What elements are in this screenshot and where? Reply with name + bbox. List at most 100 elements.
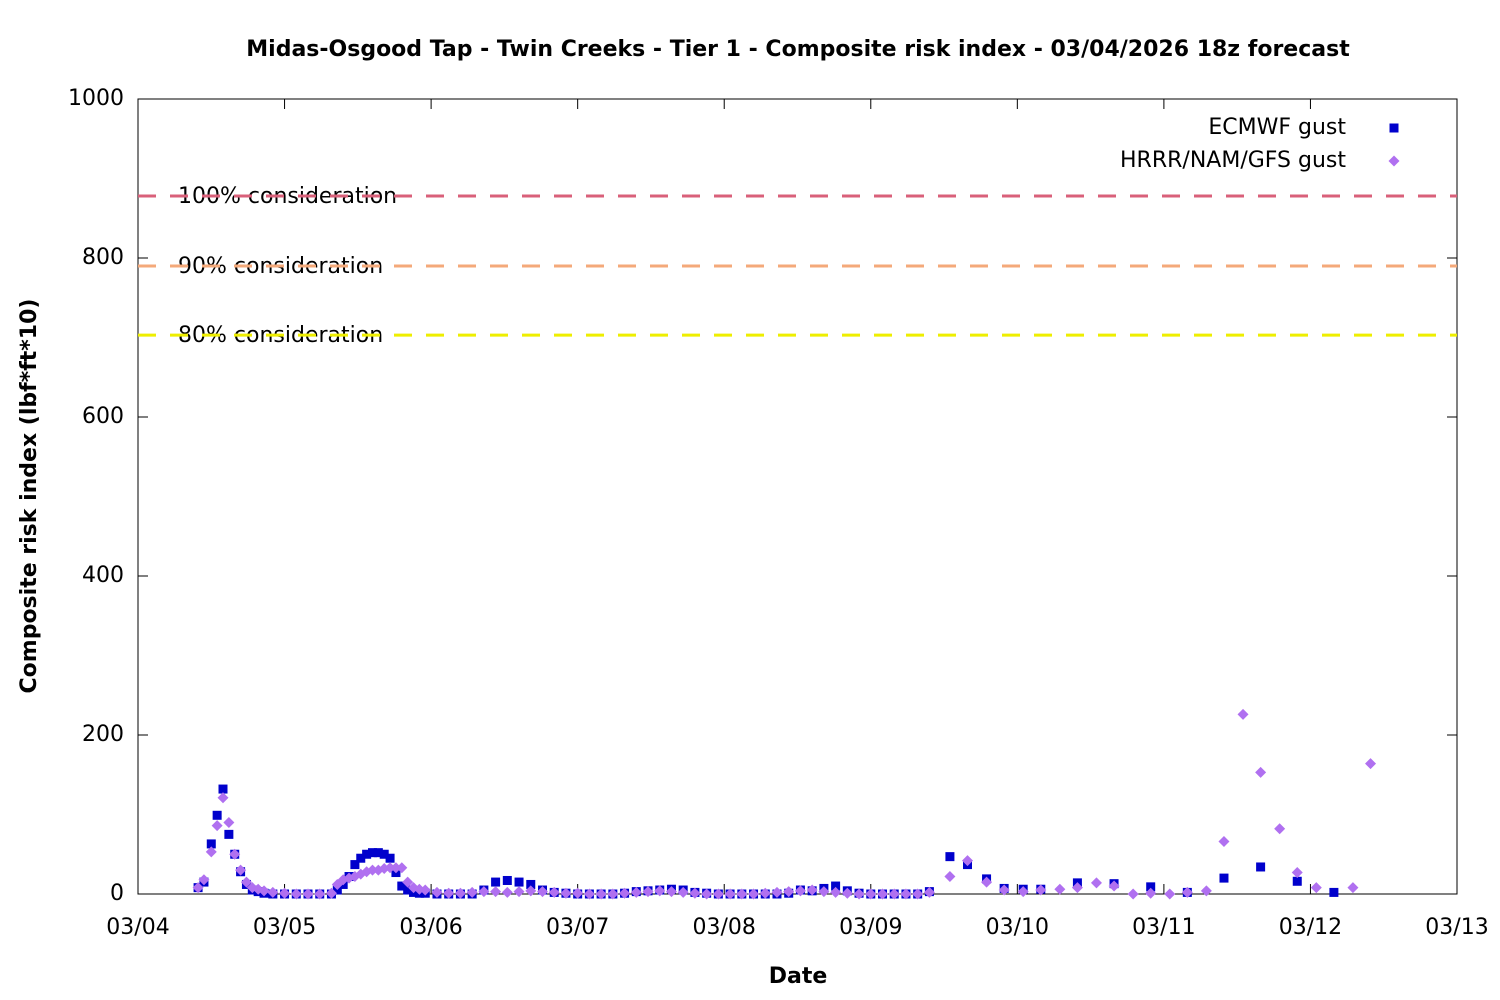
data-point	[206, 839, 216, 849]
data-point	[240, 876, 252, 888]
y-axis-title: Composite risk index (lbf*ft*10)	[17, 299, 42, 694]
data-point	[466, 886, 478, 898]
data-point	[513, 886, 525, 898]
data-point	[402, 876, 414, 888]
data-point	[192, 882, 204, 894]
data-point	[478, 886, 490, 898]
data-point	[548, 886, 560, 898]
data-point	[944, 871, 956, 883]
data-point	[1218, 836, 1230, 848]
data-point	[806, 884, 818, 896]
x-tick-label: 03/13	[1425, 915, 1488, 940]
data-point	[454, 887, 466, 899]
data-point	[998, 884, 1010, 896]
data-point	[1017, 886, 1029, 898]
data-point	[572, 887, 584, 899]
data-point	[1237, 708, 1249, 720]
data-point	[794, 885, 806, 897]
y-tick-label: 1000	[68, 86, 124, 111]
data-point	[1054, 883, 1066, 895]
y-tick-label: 0	[110, 881, 124, 906]
data-point	[536, 886, 548, 898]
data-point	[356, 853, 366, 863]
data-point	[279, 887, 291, 899]
data-point	[1255, 766, 1267, 778]
data-point	[900, 888, 912, 900]
data-point	[830, 886, 842, 898]
data-point	[560, 887, 572, 899]
data-point	[314, 888, 326, 900]
data-point	[619, 887, 631, 899]
x-axis-title: Date	[769, 964, 828, 989]
data-point	[229, 848, 241, 860]
data-point	[771, 886, 783, 898]
data-point	[217, 792, 229, 804]
data-point	[362, 849, 372, 859]
data-point	[607, 888, 619, 900]
data-point	[1145, 887, 1157, 899]
legend-marker	[1389, 123, 1399, 133]
legend-label: HRRR/NAM/GFS gust	[1120, 148, 1346, 173]
data-point	[384, 862, 396, 874]
data-point	[235, 864, 247, 876]
data-point	[1347, 882, 1359, 894]
data-point	[526, 879, 536, 889]
data-point	[689, 887, 701, 899]
data-point	[1329, 887, 1339, 897]
data-point	[223, 816, 235, 828]
data-point	[290, 888, 302, 900]
data-point	[1256, 862, 1266, 872]
data-point	[736, 888, 748, 900]
x-tick-label: 03/09	[839, 915, 902, 940]
x-tick-label: 03/08	[693, 915, 756, 940]
data-point	[396, 862, 408, 874]
data-point	[1164, 888, 1176, 900]
x-tick-label: 03/07	[546, 915, 609, 940]
data-point	[642, 886, 654, 898]
data-point	[205, 846, 217, 858]
data-point	[1071, 882, 1083, 894]
y-tick-label: 600	[82, 404, 124, 429]
data-point	[212, 810, 222, 820]
data-point	[945, 852, 955, 862]
data-point	[783, 886, 795, 898]
y-tick-label: 800	[82, 245, 124, 270]
y-tick-label: 400	[82, 563, 124, 588]
data-point	[1200, 885, 1212, 897]
data-point	[583, 888, 595, 900]
data-point	[724, 888, 736, 900]
legend-label: ECMWF gust	[1208, 115, 1346, 140]
data-point	[1274, 823, 1286, 835]
data-point	[390, 862, 402, 874]
data-point	[1365, 758, 1377, 770]
data-point	[367, 848, 377, 858]
x-tick-label: 03/04	[106, 915, 169, 940]
data-point	[325, 887, 337, 899]
data-point	[211, 820, 223, 832]
data-point	[712, 888, 724, 900]
data-point	[491, 877, 501, 887]
data-point	[1035, 884, 1047, 896]
data-point	[701, 888, 713, 900]
data-point	[514, 877, 524, 887]
data-point	[1292, 876, 1302, 886]
data-point	[1219, 873, 1229, 883]
chart-title: Midas-Osgood Tap - Twin Creeks - Tier 1 …	[246, 37, 1350, 62]
x-tick-label: 03/10	[986, 915, 1049, 940]
data-point	[1108, 880, 1120, 892]
data-point	[332, 885, 342, 895]
data-point	[962, 855, 974, 867]
data-point	[350, 860, 360, 870]
data-point	[302, 888, 314, 900]
data-point	[224, 829, 234, 839]
x-tick-label: 03/05	[253, 915, 316, 940]
y-tick-label: 200	[82, 722, 124, 747]
legend-marker	[1388, 155, 1400, 167]
data-point	[759, 887, 771, 899]
data-point	[912, 888, 924, 900]
data-point	[818, 886, 830, 898]
x-tick-label: 03/06	[399, 915, 462, 940]
data-point	[654, 885, 666, 897]
data-point	[877, 888, 889, 900]
